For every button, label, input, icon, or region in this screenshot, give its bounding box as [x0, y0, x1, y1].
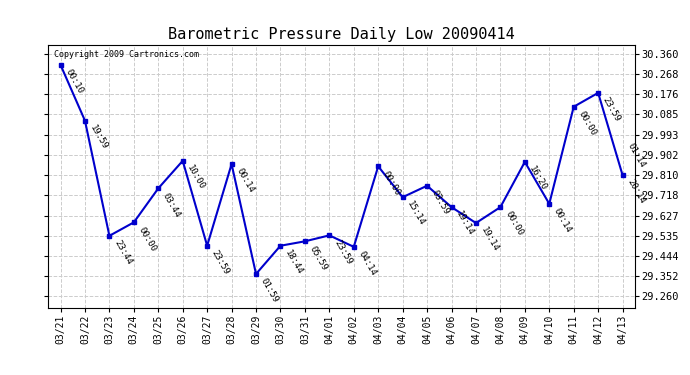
- Text: 23:59: 23:59: [210, 249, 231, 276]
- Text: 00:00: 00:00: [576, 110, 598, 137]
- Text: 00:14: 00:14: [235, 167, 255, 195]
- Text: 23:44: 23:44: [112, 238, 133, 266]
- Text: 00:10: 00:10: [63, 68, 85, 95]
- Text: 00:00: 00:00: [137, 225, 158, 253]
- Text: 01:14: 01:14: [625, 142, 647, 170]
- Text: 23:59: 23:59: [601, 96, 622, 123]
- Text: 23:59: 23:59: [332, 238, 353, 266]
- Text: 19:59: 19:59: [88, 123, 109, 151]
- Text: 03:59: 03:59: [430, 189, 451, 216]
- Text: 00:00: 00:00: [503, 210, 524, 238]
- Text: 04:14: 04:14: [357, 250, 378, 278]
- Text: 00:00: 00:00: [381, 169, 402, 197]
- Text: 18:44: 18:44: [283, 249, 304, 276]
- Title: Barometric Pressure Daily Low 20090414: Barometric Pressure Daily Low 20090414: [168, 27, 515, 42]
- Text: 01:59: 01:59: [259, 277, 280, 304]
- Text: 20:14: 20:14: [625, 178, 647, 206]
- Text: 19:14: 19:14: [454, 210, 475, 238]
- Text: 19:14: 19:14: [479, 226, 500, 254]
- Text: 16:20: 16:20: [528, 165, 549, 192]
- Text: Copyright 2009 Cartronics.com: Copyright 2009 Cartronics.com: [55, 50, 199, 59]
- Text: 05:59: 05:59: [308, 244, 329, 272]
- Text: 00:14: 00:14: [552, 207, 573, 234]
- Text: 03:44: 03:44: [161, 191, 182, 219]
- Text: 10:00: 10:00: [186, 164, 207, 191]
- Text: 15:14: 15:14: [406, 200, 426, 228]
